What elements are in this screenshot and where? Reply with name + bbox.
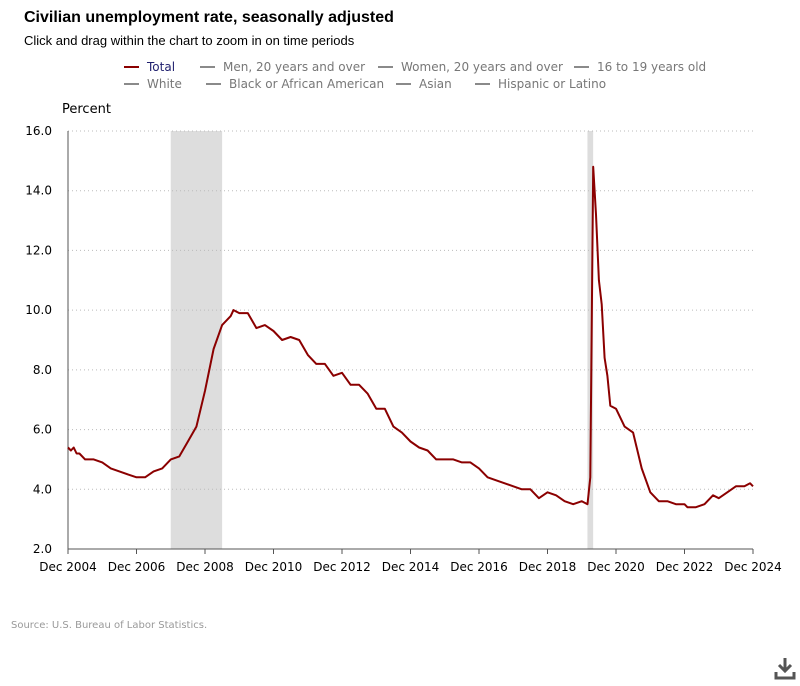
legend-label-women: Women, 20 years and over bbox=[401, 60, 563, 74]
y-tick-label: 6.0 bbox=[33, 423, 52, 437]
y-tick-label: 2.0 bbox=[33, 542, 52, 556]
legend-item-total[interactable]: Total bbox=[124, 60, 175, 74]
source-note: Source: U.S. Bureau of Labor Statistics. bbox=[11, 620, 208, 631]
y-tick-label: 10.0 bbox=[25, 303, 52, 317]
legend-item-women[interactable]: Women, 20 years and over bbox=[378, 60, 563, 74]
y-tick-label: 8.0 bbox=[33, 363, 52, 377]
recession-band-2 bbox=[587, 131, 594, 549]
x-tick-label: Dec 2012 bbox=[313, 560, 371, 574]
legend-swatch-hispanic bbox=[475, 83, 490, 85]
legend-swatch-total bbox=[124, 66, 139, 68]
legend-swatch-black bbox=[206, 83, 221, 85]
y-tick-label: 16.0 bbox=[25, 124, 52, 138]
x-tick-label: Dec 2006 bbox=[108, 560, 166, 574]
y-tick-label: 12.0 bbox=[25, 243, 52, 257]
x-tick-label: Dec 2004 bbox=[39, 560, 97, 574]
x-tick-label: Dec 2020 bbox=[587, 560, 645, 574]
download-icon[interactable] bbox=[772, 655, 798, 681]
legend-label-black: Black or African American bbox=[229, 77, 385, 91]
legend-label-hispanic: Hispanic or Latino bbox=[498, 77, 607, 91]
legend-label-total: Total bbox=[147, 60, 176, 74]
chart-title: Civilian unemployment rate, seasonally a… bbox=[24, 9, 394, 26]
legend-label-teens: 16 to 19 years old bbox=[597, 60, 707, 74]
recession-band-1 bbox=[170, 131, 223, 549]
legend-row-1: Total Men, 20 years and over Women, 20 y… bbox=[0, 60, 800, 78]
series-line-total[interactable] bbox=[67, 165, 754, 509]
legend-swatch-women bbox=[378, 66, 393, 68]
legend-item-asian[interactable]: Asian bbox=[396, 77, 452, 91]
y-axis-label: Percent bbox=[62, 102, 111, 117]
legend-swatch-white bbox=[124, 83, 139, 85]
legend-item-white[interactable]: White bbox=[124, 77, 182, 91]
x-tick-label: Dec 2016 bbox=[450, 560, 508, 574]
legend-swatch-asian bbox=[396, 83, 411, 85]
legend-label-men: Men, 20 years and over bbox=[223, 60, 366, 74]
legend-swatch-men bbox=[200, 66, 215, 68]
line-chart[interactable]: 2.0 4.0 6.0 8.0 10.0 12.0 14.0 16.0 Dec 2004 Dec … bbox=[0, 0, 800, 600]
x-tick-label: Dec 2022 bbox=[656, 560, 714, 574]
x-tick-label: Dec 2008 bbox=[176, 560, 234, 574]
legend-item-men[interactable]: Men, 20 years and over bbox=[200, 60, 365, 74]
x-tick-label: Dec 2018 bbox=[519, 560, 577, 574]
legend-item-teens[interactable]: 16 to 19 years old bbox=[574, 60, 706, 74]
chart-subtitle: Click and drag within the chart to zoom … bbox=[24, 33, 355, 48]
x-tick-label: Dec 2014 bbox=[382, 560, 440, 574]
legend-swatch-teens bbox=[574, 66, 589, 68]
y-tick-label: 14.0 bbox=[25, 184, 52, 198]
legend-label-asian: Asian bbox=[419, 77, 452, 91]
legend-item-black[interactable]: Black or African American bbox=[206, 77, 384, 91]
x-tick-label: Dec 2010 bbox=[245, 560, 303, 574]
x-tick-label: Dec 2024 bbox=[724, 560, 782, 574]
legend-row-2: White Black or African American Asian Hi… bbox=[0, 77, 800, 95]
y-tick-label: 4.0 bbox=[33, 482, 52, 496]
legend-label-white: White bbox=[147, 77, 182, 91]
legend-item-hispanic[interactable]: Hispanic or Latino bbox=[475, 77, 606, 91]
